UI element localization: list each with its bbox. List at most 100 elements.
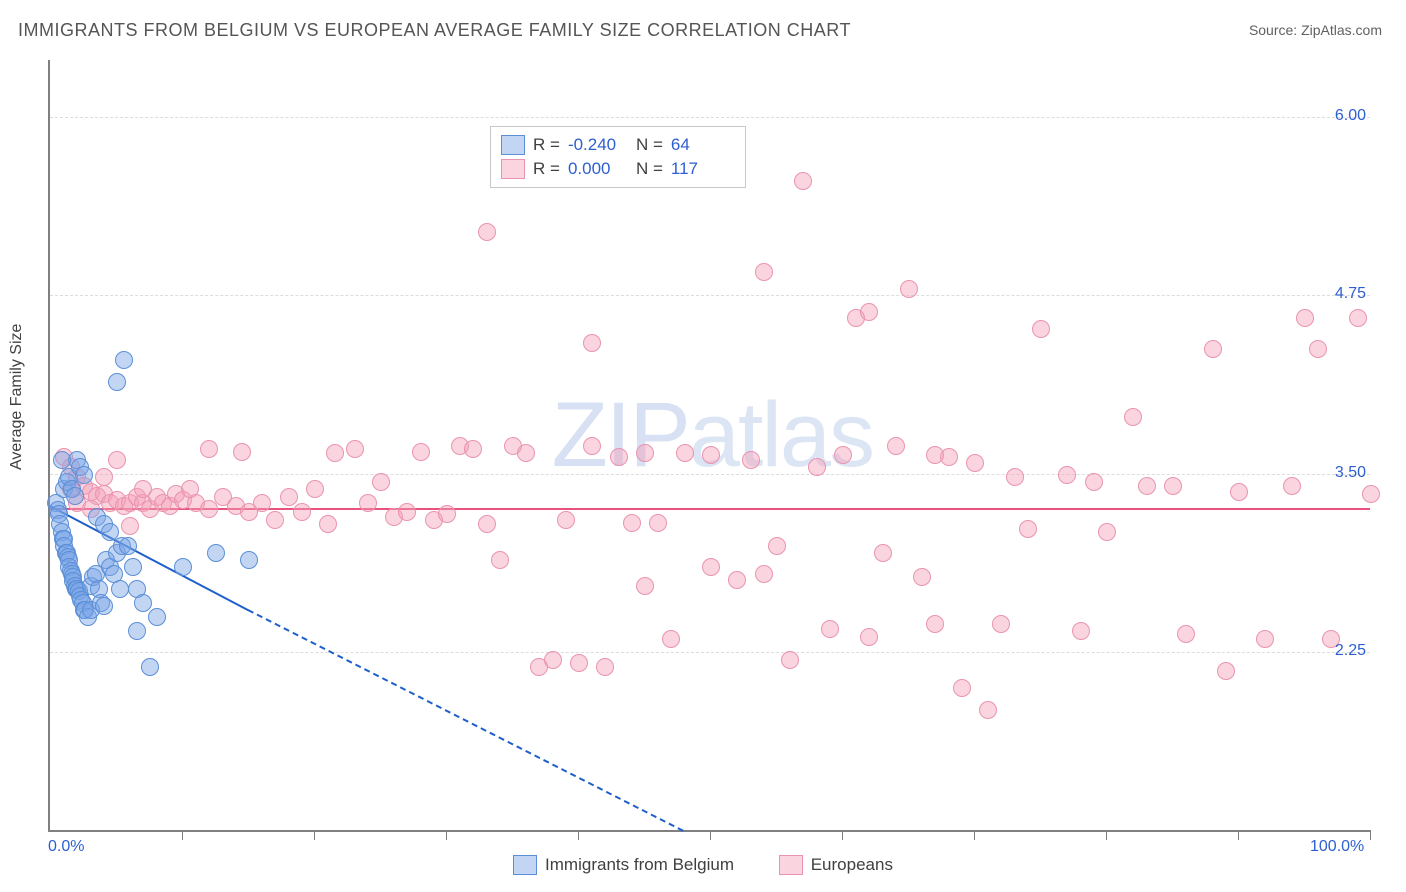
data-point [478,223,496,241]
x-tick-label: 0.0% [48,838,84,856]
data-point [412,443,430,461]
data-point [108,373,126,391]
data-point [128,622,146,640]
legend-swatch [779,855,803,875]
data-point [95,597,113,615]
gridline [50,474,1370,475]
data-point [121,517,139,535]
data-point [517,444,535,462]
data-point [755,565,773,583]
data-point [649,514,667,532]
data-point [728,571,746,589]
trend-line [248,609,684,832]
data-point [1177,625,1195,643]
data-point [926,615,944,633]
legend-stats: R =-0.240 N =64 R =0.000 N =117 [490,126,746,188]
data-point [200,440,218,458]
plot-area: ZIPatlas R =-0.240 N =64 R =0.000 N =117 [48,60,1370,832]
x-tick-mark [842,830,843,840]
data-point [860,628,878,646]
data-point [174,558,192,576]
data-point [491,551,509,569]
data-point [834,446,852,464]
data-point [1072,622,1090,640]
legend-n-value: 117 [671,157,731,181]
x-tick-mark [974,830,975,840]
data-point [808,458,826,476]
data-point [1164,477,1182,495]
data-point [742,451,760,469]
gridline [50,117,1370,118]
legend-swatch [501,159,525,179]
data-point [768,537,786,555]
legend-item: Europeans [779,855,893,875]
data-point [926,446,944,464]
data-point [596,658,614,676]
data-point [134,594,152,612]
data-point [75,466,93,484]
data-point [1032,320,1050,338]
data-point [119,537,137,555]
data-point [359,494,377,512]
legend-swatch [513,855,537,875]
y-axis-label: Average Family Size [8,324,26,470]
data-point [583,437,601,455]
data-point [1058,466,1076,484]
x-tick-mark [314,830,315,840]
data-point [755,263,773,281]
data-point [570,654,588,672]
data-point [233,443,251,461]
data-point [240,551,258,569]
data-point [148,608,166,626]
data-point [636,577,654,595]
data-point [438,505,456,523]
y-tick-label: 3.50 [1316,464,1366,482]
data-point [583,334,601,352]
legend-series: Immigrants from Belgium Europeans [0,855,1406,880]
x-tick-label: 100.0% [1310,838,1364,856]
data-point [207,544,225,562]
x-tick-mark [446,830,447,840]
data-point [326,444,344,462]
x-tick-mark [710,830,711,840]
x-tick-mark [578,830,579,840]
data-point [623,514,641,532]
legend-swatch [501,135,525,155]
data-point [702,446,720,464]
data-point [346,440,364,458]
legend-item: Immigrants from Belgium [513,855,734,875]
data-point [53,451,71,469]
data-point [181,480,199,498]
data-point [141,658,159,676]
data-point [676,444,694,462]
data-point [1230,483,1248,501]
data-point [1138,477,1156,495]
data-point [319,515,337,533]
data-point [1309,340,1327,358]
data-point [544,651,562,669]
y-tick-label: 6.00 [1316,107,1366,125]
data-point [280,488,298,506]
legend-r-value: -0.240 [568,133,628,157]
x-tick-mark [182,830,183,840]
legend-stats-row: R =-0.240 N =64 [501,133,731,157]
data-point [1124,408,1142,426]
data-point [610,448,628,466]
data-point [1098,523,1116,541]
data-point [966,454,984,472]
data-point [1349,309,1367,327]
data-point [702,558,720,576]
data-point [293,503,311,521]
data-point [1217,662,1235,680]
data-point [860,303,878,321]
source-label: Source: ZipAtlas.com [1249,22,1382,38]
y-tick-label: 4.75 [1316,285,1366,303]
data-point [781,651,799,669]
legend-label: Immigrants from Belgium [545,855,734,875]
data-point [66,487,84,505]
x-tick-mark [1238,830,1239,840]
data-point [266,511,284,529]
data-point [372,473,390,491]
data-point [95,468,113,486]
data-point [108,451,126,469]
